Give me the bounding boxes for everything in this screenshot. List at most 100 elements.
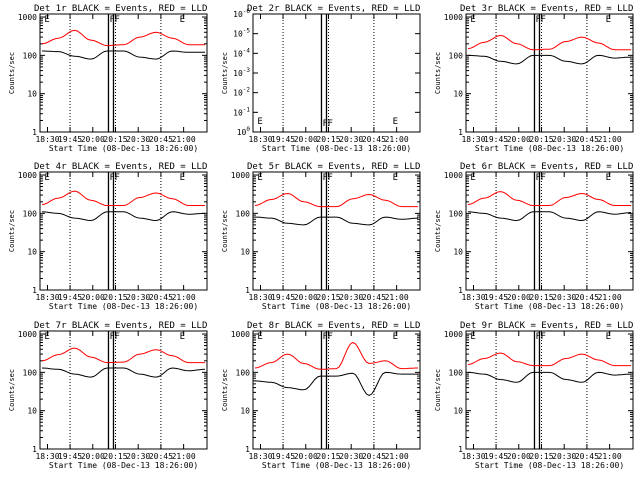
panel-title: Det 7r BLACK = Events, RED = LLD <box>34 321 207 331</box>
event-marker-label: F <box>540 173 545 183</box>
y-tick-exponent: -5 <box>243 28 251 35</box>
x-tick-label: 20:15 <box>529 452 553 461</box>
event-marker-label: F <box>109 173 114 183</box>
x-axis-label: Start Time (08-Dec-13 18:26:00) <box>49 302 198 311</box>
y-tick-label: 1000 <box>231 171 250 180</box>
x-tick-label: 19:45 <box>58 135 82 144</box>
event-marker-label: E <box>257 117 262 127</box>
event-marker-label: E <box>606 173 611 183</box>
panel-title: Det 8r BLACK = Events, RED = LLD <box>247 321 420 331</box>
y-tick-label: 1 <box>32 445 37 454</box>
x-tick-label: 19:45 <box>271 452 295 461</box>
x-tick-label: 20:45 <box>149 293 173 302</box>
x-tick-label: 19:45 <box>484 293 508 302</box>
x-tick-label: 20:00 <box>81 135 105 144</box>
panel-title: Det 5r BLACK = Events, RED = LLD <box>247 162 420 172</box>
y-tick-label: 1 <box>245 445 250 454</box>
y-tick-label: 100 <box>237 126 251 137</box>
event-marker-label: E <box>180 332 185 342</box>
y-tick-label: 100 <box>449 209 464 218</box>
y-tick-label: 1000 <box>231 330 250 339</box>
y-tick-label: 1000 <box>444 330 463 339</box>
x-tick-label: 21:00 <box>172 293 196 302</box>
x-tick-label: 18:30 <box>35 452 59 461</box>
x-tick-label: 18:30 <box>461 135 485 144</box>
x-axis-label: Start Time (08-Dec-13 18:26:00) <box>262 144 411 153</box>
x-tick-label: 18:30 <box>461 293 485 302</box>
plot-frame <box>465 13 634 133</box>
x-tick-label: 20:30 <box>126 293 150 302</box>
y-tick-label: 1000 <box>444 13 463 22</box>
event-marker-label: F <box>535 15 540 25</box>
panel-title: Det 6r BLACK = Events, RED = LLD <box>460 162 633 172</box>
plot-frame <box>465 330 634 450</box>
x-tick-label: 20:30 <box>552 293 576 302</box>
event-marker-label: E <box>44 15 49 25</box>
y-tick-label: 1 <box>458 445 463 454</box>
x-tick-label: 20:15 <box>529 135 553 144</box>
x-axis-label: Start Time (08-Dec-13 18:26:00) <box>475 144 624 153</box>
y-tick-label: 10-4 <box>233 47 250 58</box>
series-events-line <box>255 216 419 226</box>
event-marker-label: E <box>180 15 185 25</box>
event-marker-label: E <box>393 332 398 342</box>
x-tick-label: 20:00 <box>507 293 531 302</box>
y-tick-exponent: -4 <box>243 47 251 54</box>
x-axis-label: Start Time (08-Dec-13 18:26:00) <box>475 461 624 470</box>
event-marker-label: F <box>114 332 119 342</box>
x-axis-label: Start Time (08-Dec-13 18:26:00) <box>262 302 411 311</box>
x-tick-label: 20:15 <box>316 135 340 144</box>
x-tick-label: 20:15 <box>103 293 127 302</box>
series-lld-line <box>467 34 631 51</box>
x-tick-label: 20:30 <box>126 135 150 144</box>
event-marker-label: E <box>180 173 185 183</box>
x-tick-label: 18:30 <box>461 452 485 461</box>
y-tick-exponent: -1 <box>243 106 251 113</box>
event-marker-label: E <box>606 15 611 25</box>
x-tick-label: 19:45 <box>484 135 508 144</box>
event-marker-label: E <box>44 173 49 183</box>
event-marker-label: F <box>109 332 114 342</box>
series-events-line <box>467 371 632 383</box>
x-tick-label: 20:30 <box>126 452 150 461</box>
event-marker-label: E <box>393 173 398 183</box>
x-tick-label: 20:15 <box>316 452 340 461</box>
y-tick-label: 10-2 <box>233 87 250 98</box>
plot-frame <box>39 13 208 133</box>
plot-frame <box>39 171 208 291</box>
y-axis-label: Counts/sec <box>8 369 16 411</box>
series-lld-line <box>41 190 205 206</box>
y-tick-label: 10 <box>240 407 250 416</box>
y-axis-label: Counts/sec <box>434 52 442 94</box>
x-tick-label: 19:45 <box>484 452 508 461</box>
x-tick-label: 20:45 <box>575 293 599 302</box>
y-tick-label: 100 <box>23 368 38 377</box>
plot-frame <box>252 330 421 450</box>
y-tick-label: 1 <box>32 286 37 295</box>
series-events-line <box>41 367 206 378</box>
x-tick-label: 21:00 <box>172 452 196 461</box>
panel-det-6: Det 6r BLACK = Events, RED = LLD 1 10 100 10… <box>434 162 634 311</box>
x-tick-label: 20:45 <box>362 293 386 302</box>
y-tick-label: 10-1 <box>233 106 250 117</box>
y-tick-label: 10-3 <box>233 67 250 78</box>
event-marker-label: F <box>327 173 332 183</box>
y-axis-label: Counts/sec <box>434 210 442 252</box>
y-tick-label: 10 <box>240 248 250 257</box>
x-tick-label: 20:45 <box>149 452 173 461</box>
panel-det-5: Det 5r BLACK = Events, RED = LLD 1 10 100 10… <box>221 162 421 311</box>
series-lld-line <box>467 191 631 206</box>
y-tick-label: 10 <box>453 90 463 99</box>
x-axis-label: Start Time (08-Dec-13 18:26:00) <box>49 144 198 153</box>
y-tick-label: 1000 <box>444 171 463 180</box>
y-tick-label: 10-6 <box>233 8 250 19</box>
x-tick-label: 19:45 <box>58 293 82 302</box>
y-tick-label: 1 <box>458 286 463 295</box>
y-tick-label: 10 <box>453 248 463 257</box>
series-lld-line <box>254 341 418 370</box>
y-tick-label: 100 <box>449 368 464 377</box>
x-tick-label: 20:45 <box>575 452 599 461</box>
event-marker-label: F <box>322 332 327 342</box>
series-events-line <box>42 50 205 60</box>
y-axis-label: Counts/sec <box>221 52 229 94</box>
